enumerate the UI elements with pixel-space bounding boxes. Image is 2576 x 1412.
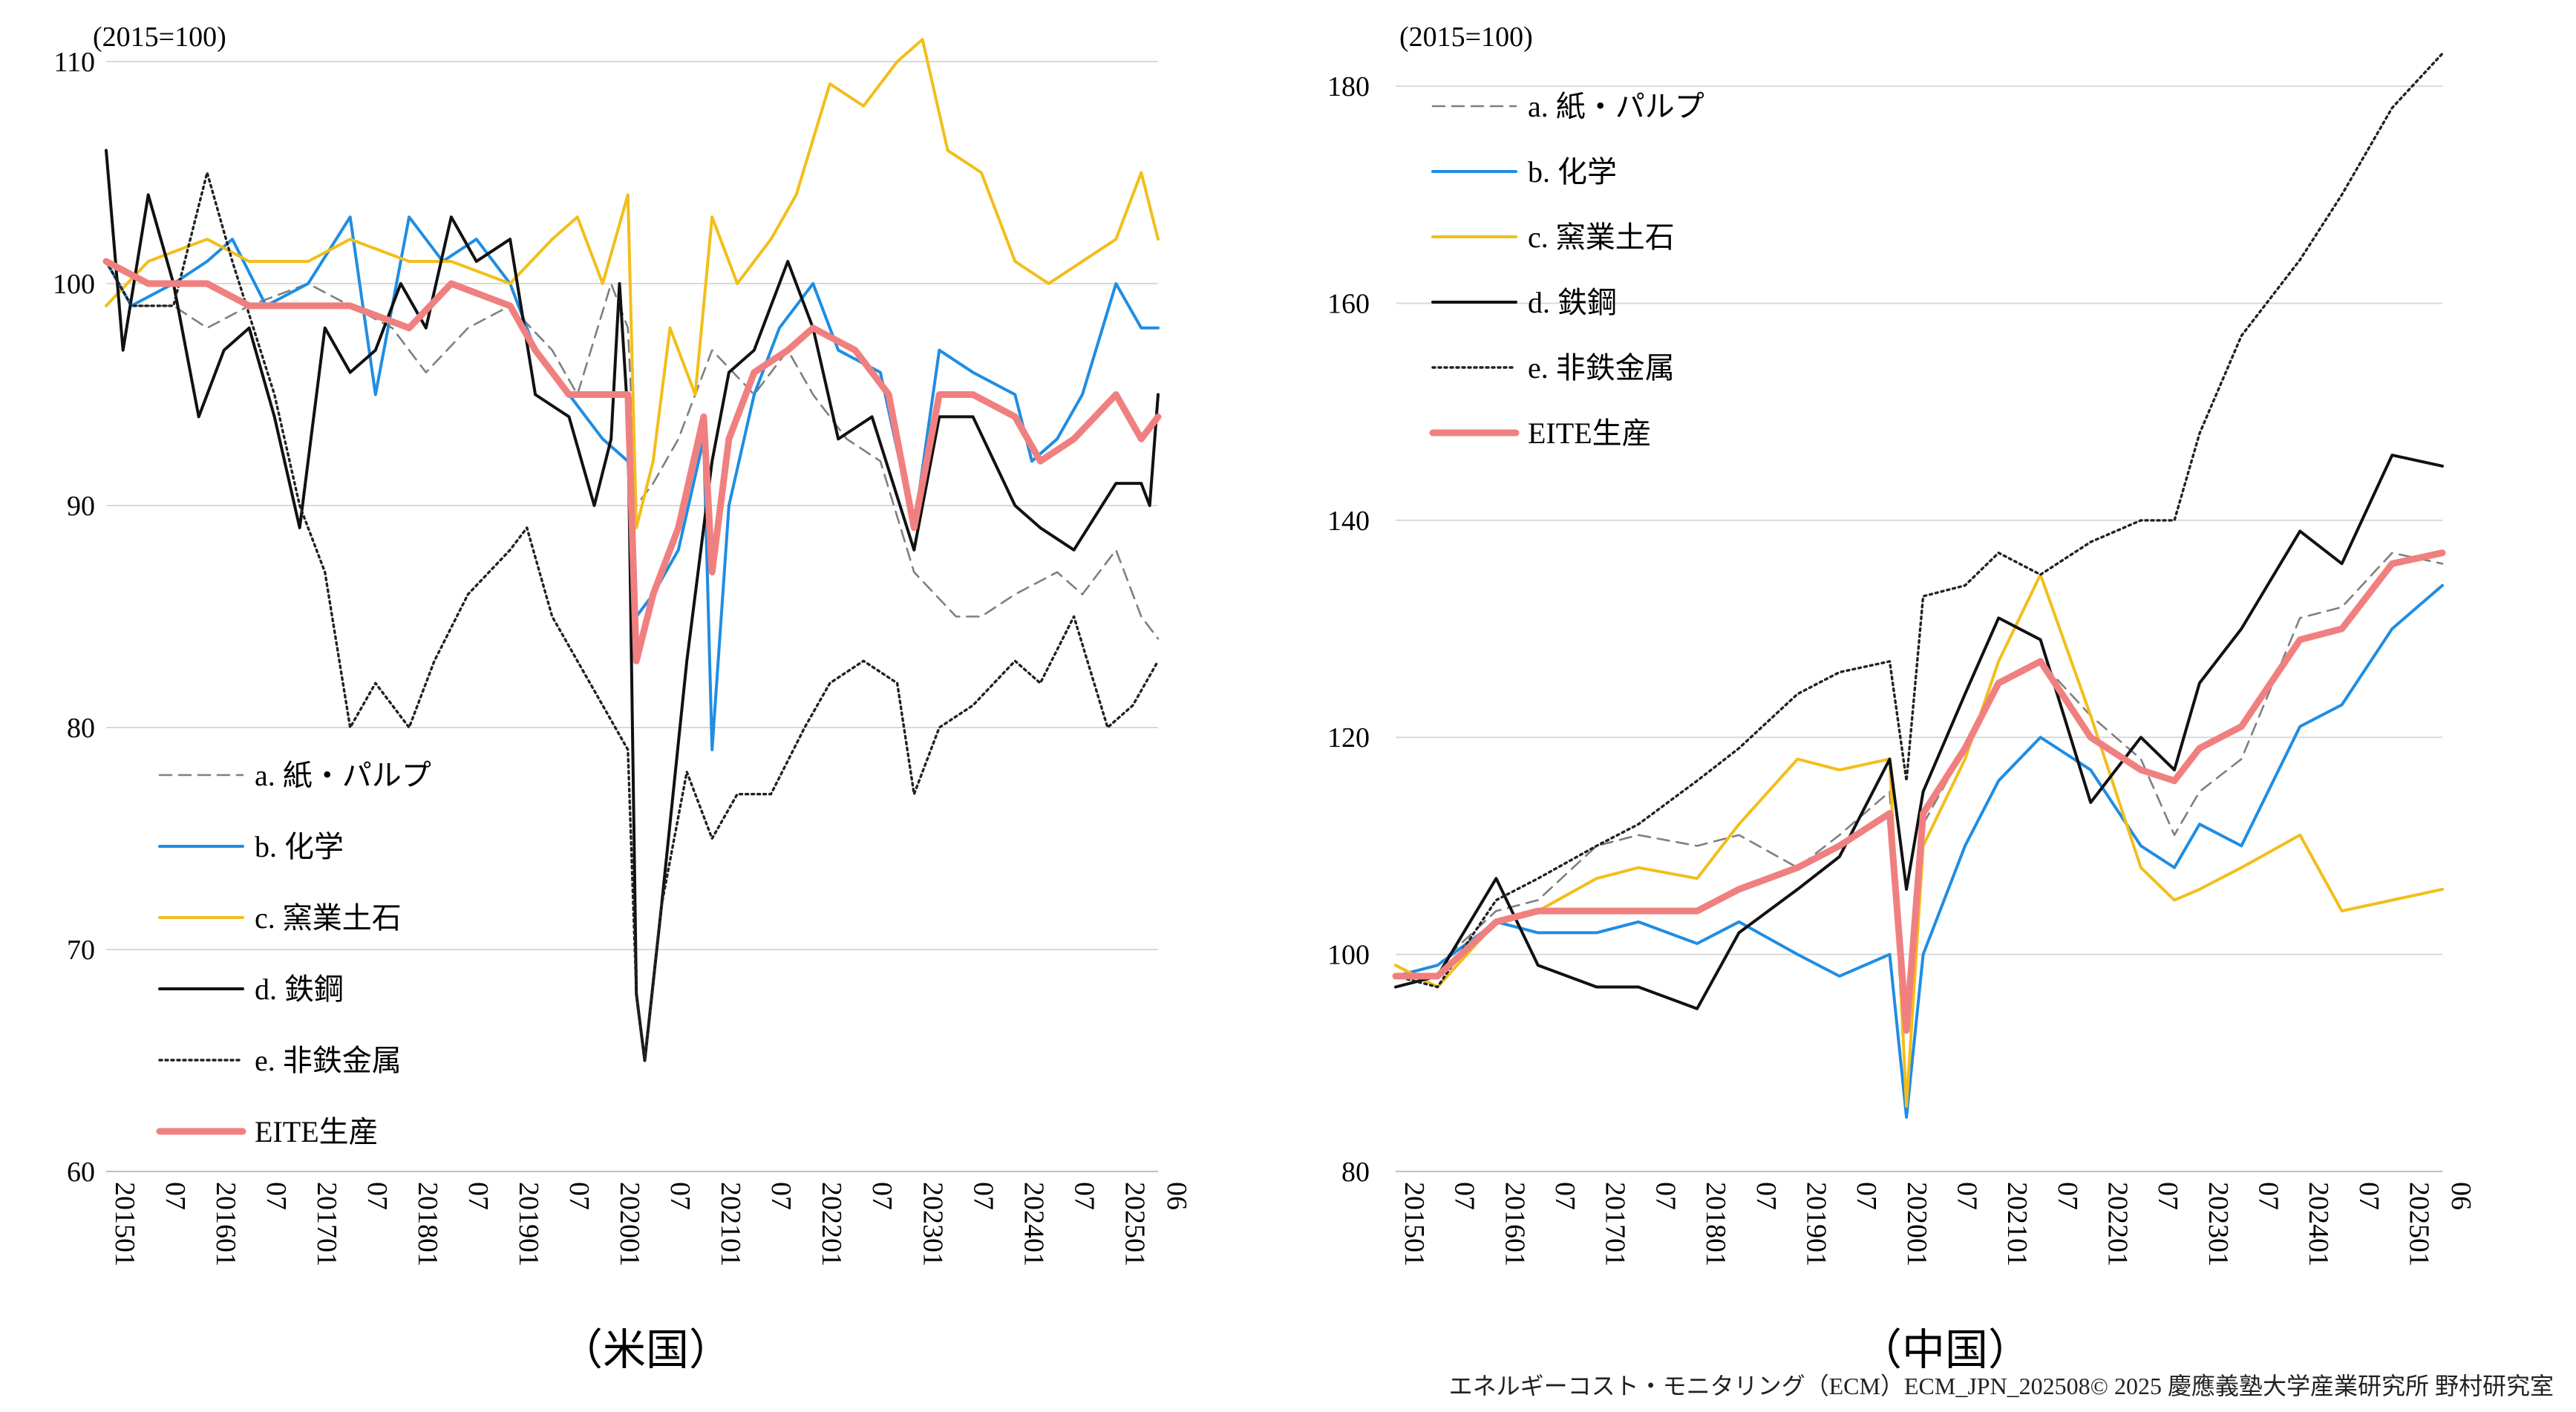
chart-us: 60 70 80 90 100 110 201501 07 201601 07 201701 07 20… (53, 22, 1192, 1374)
y-tick-label: 160 (1327, 288, 1370, 319)
x-tick-label: 07 (1951, 1182, 1982, 1210)
x-tick-label: 201701 (311, 1182, 342, 1266)
x-tick-label: 07 (2052, 1182, 2083, 1210)
x-tick-label: 202201 (2102, 1182, 2134, 1266)
series-line-d (105, 148, 1160, 1062)
x-tick-label: 07 (2253, 1182, 2284, 1210)
series-line-EITE (1392, 549, 2446, 1034)
legend: a. 紙・パルプ b. 化学 c. 窯業土石 d. 鉄鋼 e. 非鉄金属 EITE生産 (156, 759, 431, 1148)
x-tick-label: 07 (866, 1182, 898, 1210)
legend-label-d: d. 鉄鋼 (255, 973, 344, 1006)
legend-label-EITE: EITE生産 (1528, 416, 1652, 450)
x-tick-label: 07 (261, 1182, 292, 1210)
y-tick-label: 180 (1327, 71, 1370, 102)
y-tick-label: 110 (53, 47, 95, 78)
x-tick-label: 202001 (1901, 1182, 1932, 1266)
x-tick-label: 202501 (2404, 1182, 2435, 1266)
x-tick-label: 201901 (513, 1182, 544, 1266)
x-tick-label: 07 (967, 1182, 998, 1210)
chart-title: （中国） (1859, 1326, 2031, 1374)
chart-title: （米国） (560, 1326, 732, 1374)
y-tick-label: 100 (53, 269, 95, 300)
series-line-e (1394, 52, 2444, 989)
x-tick-label: 07 (1449, 1182, 1480, 1210)
x-tick-label: 202001 (614, 1182, 645, 1266)
y-tick-label: 70 (67, 935, 95, 966)
x-tick-label: 202401 (1018, 1182, 1049, 1266)
series-line-EITE (102, 258, 1162, 664)
x-tick-label: 07 (765, 1182, 797, 1210)
x-tick-label: 07 (1650, 1182, 1681, 1210)
x-tick-label: 202301 (917, 1182, 948, 1266)
x-tick-label: 07 (362, 1182, 393, 1210)
x-tick-label: 201501 (1399, 1182, 1430, 1266)
x-tick-label: 07 (2353, 1182, 2384, 1210)
x-tick-label: 201501 (109, 1182, 140, 1266)
series-line-b (105, 215, 1160, 751)
legend-label-EITE: EITE生産 (255, 1115, 379, 1148)
y-tick-label: 100 (1327, 940, 1370, 971)
x-tick-label: 07 (563, 1182, 595, 1210)
legend-label-e: e. 非鉄金属 (255, 1044, 402, 1077)
y-tick-label: 90 (67, 491, 95, 522)
series-line-b (1394, 584, 2444, 1119)
legend-label-e: e. 非鉄金属 (1528, 351, 1675, 385)
legend-label-b: b. 化学 (255, 830, 344, 863)
x-tick-label: 06 (2445, 1182, 2477, 1210)
x-tick-label: 201801 (412, 1182, 443, 1266)
series-line-a (105, 260, 1160, 640)
y-tick-label: 60 (67, 1157, 95, 1188)
unit-label: (2015=100) (93, 22, 226, 53)
x-tick-label: 202101 (2001, 1182, 2033, 1266)
unit-label: (2015=100) (1399, 22, 1533, 53)
x-tick-label: 201601 (1499, 1182, 1530, 1266)
x-tick-label: 07 (462, 1182, 494, 1210)
x-tick-label: 07 (1851, 1182, 1882, 1210)
x-tick-label: 202401 (2303, 1182, 2334, 1266)
x-tick-label: 07 (2152, 1182, 2183, 1210)
legend: a. 紙・パルプ b. 化学 c. 窯業土石 d. 鉄鋼 e. 非鉄金属 EITE生産 (1429, 90, 1704, 450)
legend-label-a: a. 紙・パルプ (1528, 90, 1704, 123)
x-tick-label: 202201 (816, 1182, 847, 1266)
x-tick-label: 202501 (1119, 1182, 1150, 1266)
y-tick-label: 80 (67, 713, 95, 744)
x-tick-label: 07 (1750, 1182, 1782, 1210)
x-tick-label: 202301 (2203, 1182, 2234, 1266)
footer-credit: エネルギーコスト・モニタリング（ECM）ECM_JPN_202508© 2025… (1448, 1373, 2554, 1399)
y-tick-label: 120 (1327, 722, 1370, 754)
legend-label-c: c. 窯業土石 (1528, 220, 1675, 254)
x-tick-label: 07 (160, 1182, 191, 1210)
series-line-e (105, 171, 1160, 1062)
legend-label-b: b. 化学 (1528, 155, 1617, 189)
x-tick-label: 201601 (210, 1182, 241, 1266)
y-tick-label: 80 (1341, 1157, 1370, 1188)
chart-china: 80 100 120 140 160 180 201501 07 201601 07 201701 0… (1327, 22, 2477, 1374)
y-tick-label: 140 (1327, 506, 1370, 537)
x-tick-label: 202101 (715, 1182, 746, 1266)
x-tick-label: 201901 (1800, 1182, 1831, 1266)
series-line-d (1394, 454, 2444, 1010)
legend-label-c: c. 窯業土石 (255, 901, 402, 935)
x-tick-label: 07 (664, 1182, 696, 1210)
legend-label-a: a. 紙・パルプ (255, 759, 431, 792)
x-tick-label: 07 (1549, 1182, 1580, 1210)
x-tick-label: 201701 (1600, 1182, 1631, 1266)
series-line-c (105, 38, 1160, 529)
x-tick-label: 07 (1068, 1182, 1099, 1210)
x-tick-label: 06 (1161, 1182, 1192, 1210)
x-tick-label: 201801 (1700, 1182, 1731, 1266)
legend-label-d: d. 鉄鋼 (1528, 286, 1617, 319)
